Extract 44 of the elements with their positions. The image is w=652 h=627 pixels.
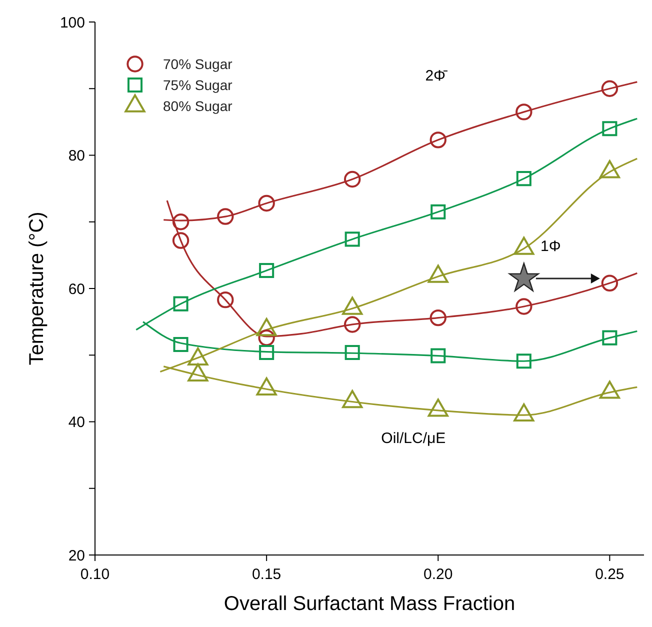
y-tick-label: 20: [68, 547, 85, 564]
legend-label: 80% Sugar: [163, 98, 233, 114]
x-tick-label: 0.25: [595, 566, 624, 583]
point: [602, 121, 618, 136]
point: [217, 291, 234, 308]
point: [344, 316, 361, 333]
y-tick-label: 100: [60, 14, 85, 32]
point: [430, 204, 446, 220]
point: [172, 232, 190, 249]
point: [259, 262, 274, 278]
x-tick-label: 0.10: [80, 566, 110, 583]
x-axis-title: Overall Surfactant Mass Fraction: [224, 593, 516, 615]
point: [344, 344, 360, 360]
x-tick-label: 0.20: [424, 566, 453, 583]
point: [516, 298, 532, 315]
point: [516, 104, 532, 120]
point: [602, 330, 618, 346]
point: [516, 354, 532, 369]
y-tick-label: 60: [68, 280, 85, 298]
annotation: Oil/LC/μE: [381, 430, 446, 448]
y-tick-label: 40: [68, 414, 85, 431]
point: [258, 194, 275, 212]
point: [344, 170, 361, 188]
point: [259, 344, 274, 360]
legend-label: 75% Sugar: [163, 76, 233, 93]
point: [172, 214, 190, 230]
annotation: 2Φ̄: [425, 68, 448, 85]
y-tick-label: 80: [68, 148, 85, 164]
point: [430, 132, 446, 148]
point: [508, 262, 539, 292]
point: [173, 296, 188, 312]
y-axis-title: Temperature (°C): [26, 212, 48, 366]
point: [217, 208, 234, 225]
point: [430, 309, 446, 326]
point: [173, 336, 188, 352]
point: [258, 329, 275, 346]
point: [516, 171, 532, 186]
point: [430, 348, 446, 364]
point: [344, 232, 360, 247]
legend-label: 70% Sugar: [163, 56, 233, 72]
annotation: 1Φ: [540, 238, 561, 256]
x-tick-label: 0.15: [252, 566, 282, 583]
point: [601, 274, 618, 292]
point: [601, 80, 618, 97]
